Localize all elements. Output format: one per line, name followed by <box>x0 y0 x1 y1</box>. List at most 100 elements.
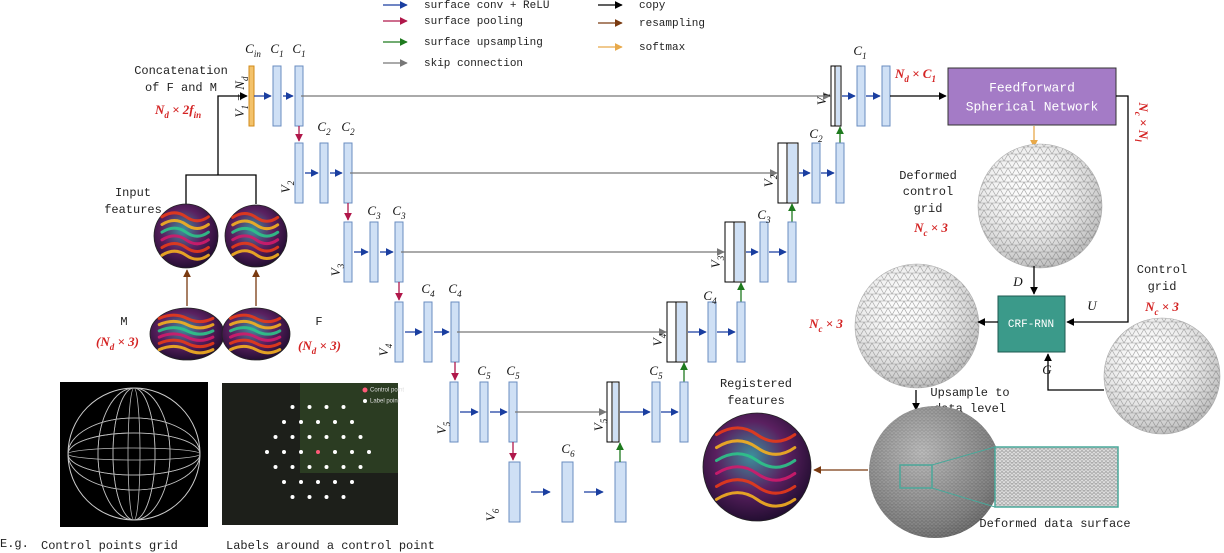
math-part: C <box>292 41 301 56</box>
feature-pattern <box>715 426 797 443</box>
math-subscript: 5 <box>515 371 520 381</box>
feature-pattern <box>229 326 282 336</box>
math-subscript: d <box>164 110 169 120</box>
label: Labels around a control point <box>226 539 435 553</box>
label: surface pooling <box>424 16 523 28</box>
math-label: V5 <box>434 421 452 434</box>
math-label: V3 <box>708 255 726 268</box>
label: F <box>315 315 322 329</box>
zoom-source <box>899 464 933 489</box>
feature-block <box>679 381 689 443</box>
feature-pattern <box>157 338 215 349</box>
label-point <box>316 450 320 454</box>
feature-pattern <box>229 338 282 349</box>
label-point <box>350 480 354 484</box>
label-point <box>333 420 337 424</box>
label: Spherical Network <box>966 99 1099 114</box>
feature-map <box>221 307 291 361</box>
label: Feedforward <box>989 80 1075 95</box>
label: Input <box>115 186 151 200</box>
grid-example <box>60 382 208 527</box>
label-point <box>341 465 346 469</box>
math-subscript: d <box>312 346 317 356</box>
math-part: C <box>506 363 515 378</box>
math-subscript: 4 <box>658 333 668 338</box>
feature-pattern <box>160 211 210 223</box>
label-point <box>290 405 295 409</box>
math-subscript: d <box>110 342 115 352</box>
label-point <box>316 480 320 484</box>
feature-block <box>423 301 433 363</box>
math-part: N <box>913 220 924 235</box>
math-part: C <box>703 288 712 303</box>
math-part: (N <box>96 334 110 349</box>
math-label: V4 <box>650 333 668 346</box>
label-point <box>324 435 329 439</box>
label: Deformed <box>899 169 957 183</box>
label-point <box>290 465 295 469</box>
arrow <box>1044 353 1104 391</box>
math-part: × 3 <box>822 316 843 331</box>
feature-pattern <box>231 219 280 231</box>
label: Label point <box>370 399 400 405</box>
math-part: × 3 <box>1158 299 1179 314</box>
math-label: C4 <box>448 281 462 299</box>
label-point <box>307 495 312 499</box>
feature-pattern <box>231 249 280 260</box>
math-label: C5 <box>506 363 520 381</box>
math-subscript: 1 <box>240 105 250 110</box>
math-part: V <box>591 421 606 431</box>
label-point <box>282 420 286 424</box>
label-point <box>299 480 303 484</box>
label-point <box>350 420 354 424</box>
feature-pattern <box>160 242 210 254</box>
math-subscript: 3 <box>765 215 771 225</box>
feature-block <box>811 142 821 204</box>
label-point <box>316 420 320 424</box>
math-label: C6 <box>561 441 575 459</box>
data-surface-mesh <box>869 406 1001 538</box>
math-label: C2 <box>809 126 823 144</box>
feature-pattern <box>157 332 215 342</box>
label: D <box>1012 274 1023 289</box>
math-part: C <box>477 363 486 378</box>
feature-pattern <box>715 439 797 456</box>
feature-pattern <box>160 249 210 261</box>
math-subscript: 5 <box>658 371 663 381</box>
zoom-inset <box>994 446 1119 508</box>
math-label: C1 <box>853 43 866 61</box>
math-part: V <box>376 346 391 356</box>
label-point <box>273 435 278 439</box>
grid-line <box>97 387 171 521</box>
math-part: = N <box>232 80 247 105</box>
label-point <box>324 405 329 409</box>
math-subscript: 2 <box>350 127 355 137</box>
feature-pattern <box>160 234 210 246</box>
math-label: V2 <box>761 174 779 187</box>
label-point <box>299 450 303 454</box>
math-part: V <box>761 177 776 187</box>
math-label: C3 <box>392 203 406 221</box>
math-label: C1 <box>292 41 305 59</box>
concat-half <box>677 303 686 361</box>
math-label: Nc × 3 <box>1144 299 1179 317</box>
math-subscript: 1 <box>862 51 867 61</box>
feature-pattern <box>715 465 797 482</box>
math-label: C2 <box>317 119 331 137</box>
label: CRF-RNN <box>1008 319 1054 331</box>
crf-box <box>997 295 1066 353</box>
label: M <box>120 315 127 329</box>
label-point <box>333 450 337 454</box>
math-label: Nc × Nl <box>1133 101 1151 142</box>
feature-block <box>835 142 845 204</box>
feature-block <box>707 301 717 363</box>
math-subscript: c <box>1154 307 1158 317</box>
feature-pattern <box>231 212 280 223</box>
math-label: C4 <box>421 281 435 299</box>
concat-block <box>248 65 255 127</box>
concat-half <box>836 67 840 125</box>
legend-dot <box>362 387 368 393</box>
label: Control <box>1137 263 1187 277</box>
feature-block <box>651 381 661 443</box>
copy-arrow <box>217 92 248 175</box>
